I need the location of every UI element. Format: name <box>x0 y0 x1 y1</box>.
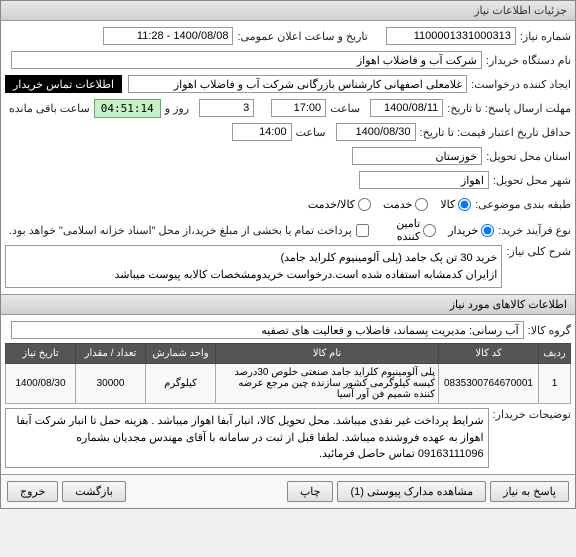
th-name: نام کالا <box>216 344 439 364</box>
cell-row: 1 <box>539 364 571 404</box>
process-supplier-label: تامین کننده <box>380 217 420 243</box>
exit-button[interactable]: خروج <box>7 481 58 502</box>
items-section-header: اطلاعات کالاهای مورد نیاز <box>1 294 575 315</box>
scope-label: طبقه بندی موضوعی: <box>471 198 571 211</box>
province-field: خوزستان <box>352 147 482 165</box>
reply-deadline-label: مهلت ارسال پاسخ: تا تاریخ: <box>443 102 571 115</box>
reply-button[interactable]: پاسخ به نیاز <box>490 481 569 502</box>
scope-service-radio[interactable] <box>415 198 428 211</box>
details-panel: جزئیات اطلاعات نیاز شماره نیاز: 11000013… <box>0 0 576 509</box>
cell-date: 1400/08/30 <box>6 364 76 404</box>
need-summary-label: شرح کلی نیاز: <box>502 245 571 258</box>
scope-goods-service-label: کالا/خدمت <box>308 198 355 211</box>
process-label: نوع فرآیند خرید: <box>494 224 571 237</box>
announce-field: 1400/08/08 - 11:28 <box>103 27 233 45</box>
print-button[interactable]: چاپ <box>287 481 334 502</box>
buyer-org-field: شرکت آب و فاضلاب اهواز <box>11 51 482 69</box>
footer-right-buttons: بازگشت خروج <box>7 481 126 502</box>
countdown-timer: 04:51:14 <box>94 99 161 118</box>
th-code: کد کالا <box>439 344 539 364</box>
need-number-label: شماره نیاز: <box>516 30 571 43</box>
scope-service-option[interactable]: خدمت <box>383 198 428 211</box>
cell-unit: کیلوگرم <box>146 364 216 404</box>
th-row: ردیف <box>539 344 571 364</box>
buyer-org-label: نام دستگاه خریدار: <box>482 54 571 67</box>
cell-qty: 30000 <box>76 364 146 404</box>
payment-note-checkbox[interactable] <box>356 224 369 237</box>
footer-bar: پاسخ به نیاز مشاهده مدارک پیوستی (1) چاپ… <box>1 474 575 508</box>
goods-group-label: گروه کالا: <box>524 324 571 337</box>
announce-label: تاریخ و ساعت اعلان عمومی: <box>233 30 367 43</box>
city-field: اهواز <box>359 171 489 189</box>
process-buyer-label: خریدار <box>448 224 478 237</box>
need-number-field: 1100001331000313 <box>386 27 516 45</box>
scope-goods-option[interactable]: کالا <box>440 198 471 211</box>
panel-title-bar: جزئیات اطلاعات نیاز <box>1 1 575 21</box>
payment-note-text: پرداخت تمام یا بخشی از مبلغ خرید،از محل … <box>5 224 352 237</box>
buyer-notes-label: توضیحات خریدار: <box>489 408 571 421</box>
th-qty: تعداد / مقدار <box>76 344 146 364</box>
validity-label: حداقل تاریخ اعتبار قیمت: تا تاریخ: <box>416 126 571 139</box>
request-creator-label: ایجاد کننده درخواست: <box>467 78 571 91</box>
days-remain-field: 3 <box>199 99 254 117</box>
request-creator-field: غلامعلی اصفهانی کارشناس بازرگانی شرکت آب… <box>128 75 467 93</box>
cell-name: پلی آلومینیوم کلراید جامد صنعتی خلوص 30د… <box>216 364 439 404</box>
items-table: ردیف کد کالا نام کالا واحد شمارش تعداد /… <box>5 343 571 404</box>
attachments-button[interactable]: مشاهده مدارک پیوستی (1) <box>337 481 486 502</box>
panel-title: جزئیات اطلاعات نیاز <box>474 5 567 17</box>
validity-time-field: 14:00 <box>232 123 292 141</box>
process-buyer-radio[interactable] <box>481 224 494 237</box>
countdown-label: ساعت باقی مانده <box>5 102 90 115</box>
days-remain-label: روز و <box>161 102 189 115</box>
city-label: شهر محل تحویل: <box>489 174 571 187</box>
validity-date-field: 1400/08/30 <box>336 123 416 141</box>
reply-time-field: 17:00 <box>271 99 326 117</box>
scope-goods-radio[interactable] <box>458 198 471 211</box>
province-label: استان محل تحویل: <box>482 150 571 163</box>
reply-time-label: ساعت <box>326 102 360 115</box>
table-row: 1 0835300764670001 پلی آلومینیوم کلراید … <box>6 364 571 404</box>
cell-code: 0835300764670001 <box>439 364 539 404</box>
reply-date-field: 1400/08/11 <box>370 99 443 117</box>
footer-left-buttons: پاسخ به نیاز مشاهده مدارک پیوستی (1) چاپ <box>287 481 569 502</box>
process-buyer-option[interactable]: خریدار <box>448 224 494 237</box>
buyer-notes-field: شرایط پرداخت غیر نقدی میباشد. محل تحویل … <box>5 408 489 468</box>
buyer-contact-button[interactable]: اطلاعات تماس خریدار <box>5 75 122 93</box>
table-header-row: ردیف کد کالا نام کالا واحد شمارش تعداد /… <box>6 344 571 364</box>
th-unit: واحد شمارش <box>146 344 216 364</box>
process-supplier-option[interactable]: تامین کننده <box>380 217 436 243</box>
process-supplier-radio[interactable] <box>423 224 436 237</box>
need-summary-field: خرید 30 تن پک جامد (پلی آلومینیوم کلراید… <box>5 245 502 288</box>
back-button[interactable]: بازگشت <box>62 481 126 502</box>
process-radio-group: خریدار تامین کننده <box>380 217 494 243</box>
scope-goods-service-option[interactable]: کالا/خدمت <box>308 198 371 211</box>
main-fields: شماره نیاز: 1100001331000313 تاریخ و ساع… <box>1 21 575 294</box>
items-section: گروه کالا: آب رسانی: مدیریت پسماند، فاضل… <box>1 315 575 474</box>
th-date: تاریخ نیاز <box>6 344 76 364</box>
goods-group-field: آب رسانی: مدیریت پسماند، فاضلاب و فعالیت… <box>11 321 524 339</box>
scope-service-label: خدمت <box>383 198 412 211</box>
scope-goods-label: کالا <box>440 198 455 211</box>
validity-time-label: ساعت <box>292 126 326 139</box>
scope-goods-service-radio[interactable] <box>358 198 371 211</box>
scope-radio-group: کالا خدمت کالا/خدمت <box>308 198 471 211</box>
